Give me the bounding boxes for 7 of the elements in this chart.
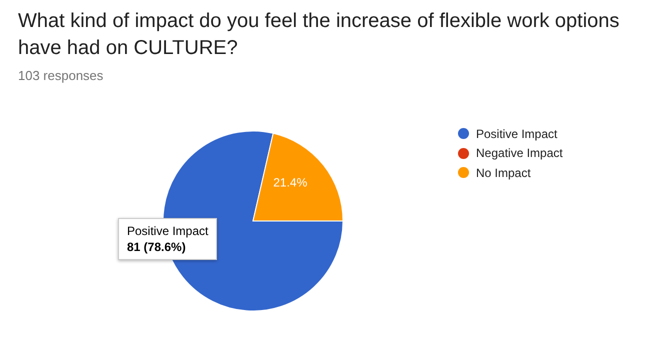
chart-title: What kind of impact do you feel the increase of flexible work options have had on CULTURE?	[18, 9, 620, 61]
legend-label: No Impact	[476, 166, 531, 180]
data-label: 21.4%	[273, 175, 308, 190]
legend-label: Positive Impact	[476, 126, 558, 141]
legend-label: Negative Impact	[476, 146, 563, 160]
text: Positive Impact 81 (78.6%)	[127, 223, 208, 255]
chart-subtitle: 103 responses	[18, 68, 104, 83]
